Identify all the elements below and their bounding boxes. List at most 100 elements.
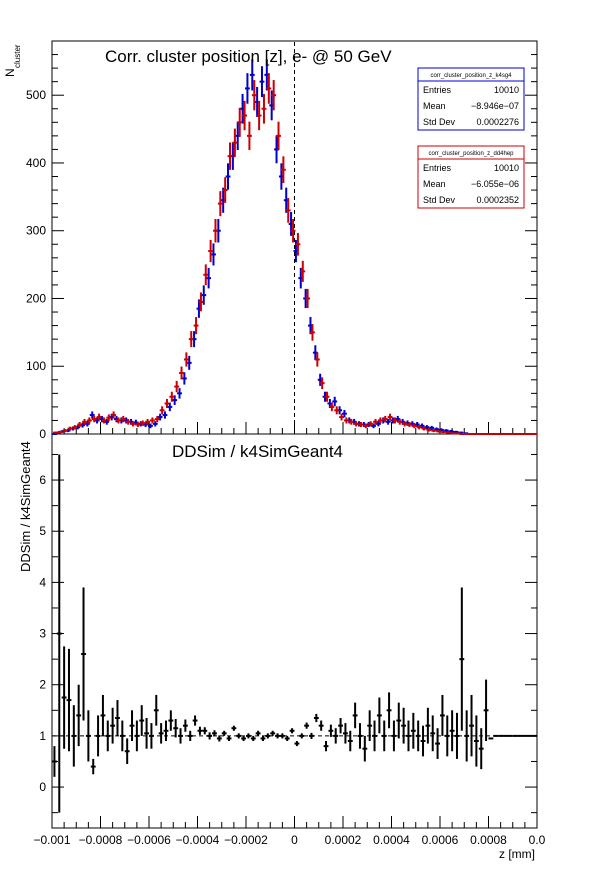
histogram-point — [256, 100, 262, 131]
histogram-point — [368, 421, 374, 427]
ratio-point — [212, 730, 217, 737]
histogram-point — [154, 415, 160, 423]
ratio-point — [284, 735, 290, 742]
ratio-point — [110, 707, 116, 744]
histogram-point — [135, 421, 141, 428]
histogram-point — [89, 411, 95, 419]
histogram-point — [324, 391, 330, 402]
histogram-point — [201, 285, 207, 305]
ratio-point — [95, 715, 101, 757]
histogram-point — [150, 417, 155, 424]
histogram-point — [285, 198, 291, 223]
histogram-point — [280, 156, 286, 184]
ratio-point — [100, 694, 106, 736]
histogram-point — [193, 317, 199, 335]
histogram-point — [206, 267, 212, 289]
histogram-point — [414, 421, 420, 428]
bottom-y-label: DDSim / k4SimGeant4 — [18, 441, 33, 572]
histogram-point — [266, 73, 272, 104]
histogram-point — [203, 264, 209, 286]
histogram-point — [431, 429, 437, 433]
x-tick-label: 0.0006 — [422, 833, 459, 847]
histogram-point — [57, 430, 63, 434]
bottom-title: DDSim / k4SimGeant4 — [172, 442, 343, 461]
histogram-point — [208, 239, 214, 263]
bottom-y-tick-label: 6 — [39, 473, 46, 487]
histogram-point — [375, 421, 381, 427]
stats-row-label: Entries — [423, 163, 452, 173]
ratio-point — [265, 733, 271, 739]
histogram-point — [174, 380, 180, 393]
histogram-point — [407, 421, 412, 428]
ratio-point — [173, 719, 179, 738]
ratio-point — [420, 725, 426, 757]
histogram-point — [305, 288, 311, 309]
bottom-y-tick-label: 0 — [39, 780, 46, 794]
histogram-point — [157, 413, 163, 421]
histogram-point — [91, 415, 97, 423]
bottom-plot-frame — [51, 433, 538, 829]
histogram-point — [416, 425, 422, 430]
histogram-point — [211, 243, 216, 266]
stats-row-label: Entries — [423, 85, 452, 95]
top-y-label-sub: cluster — [13, 44, 22, 68]
histogram-point — [183, 352, 189, 367]
histogram-point — [140, 420, 146, 426]
bottom-y-tick-label: 5 — [39, 524, 46, 538]
ratio-point — [202, 727, 208, 735]
x-tick-label: 0.0 — [529, 833, 546, 847]
histogram-point — [217, 191, 223, 217]
ratio-point — [153, 694, 159, 726]
ratio-point — [449, 710, 455, 752]
histogram-point — [310, 324, 315, 341]
histogram-point — [101, 417, 107, 424]
x-axis: −0.001 −0.0008 −0.0006 −0.0004 −0.0002 0 0.000… — [33, 422, 546, 847]
top-y-tick-label: 500 — [26, 88, 46, 102]
histogram-point — [84, 421, 90, 427]
ratio-point — [246, 733, 251, 739]
ratio-point — [105, 720, 111, 752]
histogram-point — [290, 218, 296, 243]
histogram-point — [152, 421, 158, 427]
ratio-point — [425, 707, 431, 744]
histogram-point — [162, 411, 168, 419]
ratio-point — [362, 735, 368, 762]
stats-row-value: 10010 — [494, 85, 519, 95]
histogram-point — [247, 121, 252, 151]
top-histogram-series — [52, 59, 537, 435]
stats-row-label: Std Dev — [423, 195, 456, 205]
ratio-point — [299, 733, 305, 739]
stats-row-value: −8.946e−07 — [471, 101, 519, 111]
ratio-point — [309, 732, 314, 739]
ratio-point — [478, 728, 484, 770]
x-tick-label: −0.001 — [33, 833, 70, 847]
top-y-tick-label: 400 — [26, 156, 46, 170]
ratio-point — [270, 730, 276, 736]
histogram-point — [181, 372, 187, 385]
x-axis-label: z [mm] — [499, 847, 535, 861]
ratio-point — [85, 710, 91, 762]
histogram-point — [249, 59, 255, 91]
histogram-point — [358, 421, 364, 428]
ratio-point — [328, 724, 334, 737]
ratio-point — [81, 587, 86, 721]
top-title: Corr. cluster position [z], e- @ 50 GeV — [105, 47, 392, 66]
histogram-point — [237, 107, 243, 137]
ratio-point — [459, 587, 465, 731]
histogram-point — [295, 232, 301, 256]
ratio-point — [90, 758, 96, 775]
ratio-point — [178, 728, 183, 744]
ratio-point — [275, 733, 280, 739]
ratio-point — [279, 733, 285, 739]
bottom-y-axis: 0 1 2 3 4 5 6 — [39, 453, 537, 814]
ratio-point — [313, 713, 319, 723]
stats-box-dd4hep-name: corr_cluster_position_z_dd4hep — [428, 151, 514, 157]
ratio-point — [338, 717, 343, 734]
histogram-point — [411, 423, 417, 429]
stats-row-label: Mean — [423, 179, 446, 189]
ratio-point — [289, 728, 295, 734]
histogram-point — [344, 417, 349, 424]
ratio-point — [440, 694, 445, 736]
ratio-point — [241, 735, 246, 742]
histogram-point — [385, 418, 391, 425]
